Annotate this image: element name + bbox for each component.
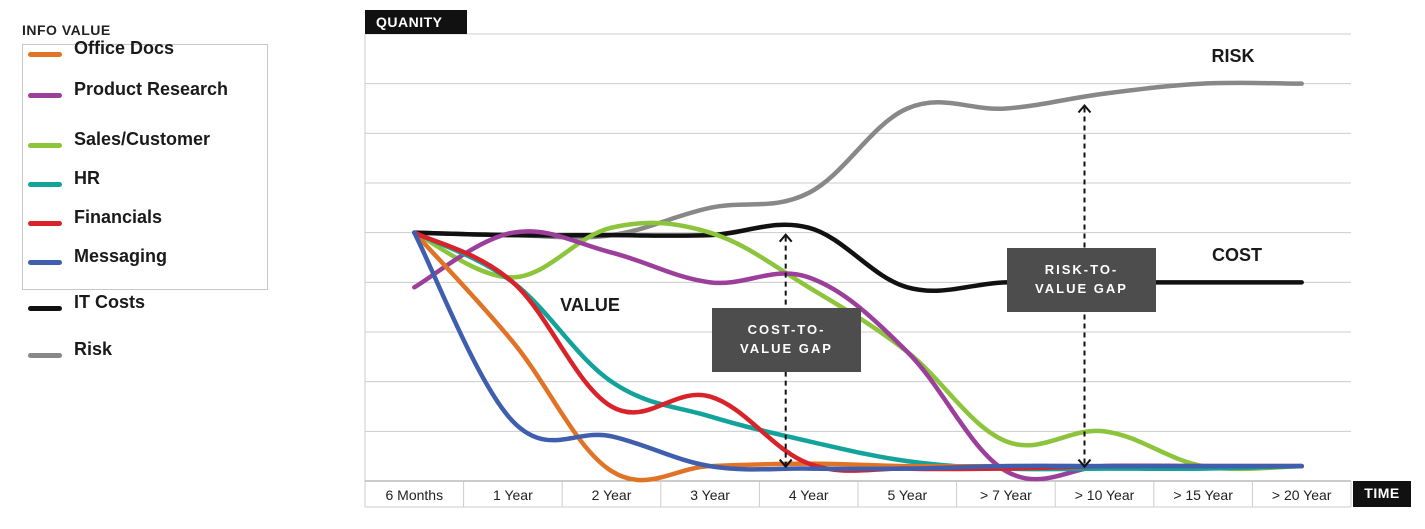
legend-item: IT Costs: [28, 292, 145, 319]
x-tick-label: 2 Year: [592, 487, 632, 503]
x-axis-label-tab: [1353, 481, 1411, 507]
y-axis-label: QUANITY: [376, 14, 443, 30]
gap-label: VALUE GAP: [740, 341, 833, 356]
legend-label: Risk: [74, 338, 113, 359]
gap-arrow-head: [778, 458, 793, 469]
legend-item: Financials: [28, 207, 162, 234]
gap-label: RISK-TO-: [1045, 262, 1119, 277]
gap-label-box: [1007, 248, 1156, 312]
legend-label: Financials: [74, 206, 163, 227]
y-axis-label-tab: [365, 10, 467, 34]
series-line: [412, 230, 1304, 472]
gap-arrow-head: [1077, 458, 1092, 469]
series-line: [412, 80, 1304, 240]
grid-lines: QUANITY: [364, 10, 1351, 481]
legend-label: HR: [74, 167, 100, 188]
legend-swatch: [28, 92, 62, 98]
annotation-label: COST: [1212, 245, 1262, 265]
legend-swatch: [28, 352, 62, 358]
legend-title: INFO VALUE: [22, 22, 111, 38]
x-tick-label: 6 Months: [386, 487, 444, 503]
series-lines: [412, 80, 1304, 483]
gap-arrow-head: [1077, 103, 1092, 114]
legend-swatch: [28, 259, 62, 265]
legend-item: Sales/Customer: [28, 129, 210, 156]
x-axis-label: TIME: [1364, 485, 1399, 501]
x-tick-label: 4 Year: [789, 487, 829, 503]
x-tick-label: 5 Year: [887, 487, 927, 503]
x-tick-label: > 20 Year: [1272, 487, 1332, 503]
legend-item: HR: [28, 168, 100, 195]
legend-item: Product Research: [28, 79, 228, 106]
legend-swatch: [28, 181, 62, 187]
x-tick-label: > 15 Year: [1173, 487, 1233, 503]
legend-swatch: [28, 305, 62, 311]
x-axis: 6 Months 1 Year 2 Year 3 Year 4 Year 5 Year > …: [364, 480, 1411, 508]
gap-arrow-head: [778, 233, 793, 243]
gap-label: COST-TO-: [748, 322, 826, 337]
legend-label: Messaging: [74, 245, 168, 266]
legend-item: Messaging: [28, 246, 167, 273]
legend-swatch: [28, 51, 62, 57]
legend-item: Office Docs: [28, 38, 174, 65]
x-tick-label: > 10 Year: [1075, 487, 1135, 503]
x-tick-label: 1 Year: [493, 487, 533, 503]
gap-label: VALUE GAP: [1035, 281, 1128, 296]
gap-label-box: [712, 308, 861, 372]
legend-item: Risk: [28, 339, 112, 366]
annotation-label: RISK: [1211, 46, 1254, 66]
legend-swatch: [28, 142, 62, 148]
x-tick-label: 3 Year: [690, 487, 730, 503]
series-line: [412, 230, 1304, 472]
legend-label: Office Docs: [74, 37, 175, 58]
legend-label: IT Costs: [74, 291, 146, 312]
legend-label: Sales/Customer: [74, 128, 211, 149]
legend-swatch: [28, 220, 62, 226]
x-tick-label: > 7 Year: [980, 487, 1032, 503]
annotation-label: VALUE: [560, 295, 620, 315]
legend-label: Product Research: [74, 78, 229, 99]
legend-box: [22, 44, 268, 290]
annotations: RISK COST VALUE COST-TO- VALUE GAP RISK-TO- VA…: [560, 46, 1262, 469]
